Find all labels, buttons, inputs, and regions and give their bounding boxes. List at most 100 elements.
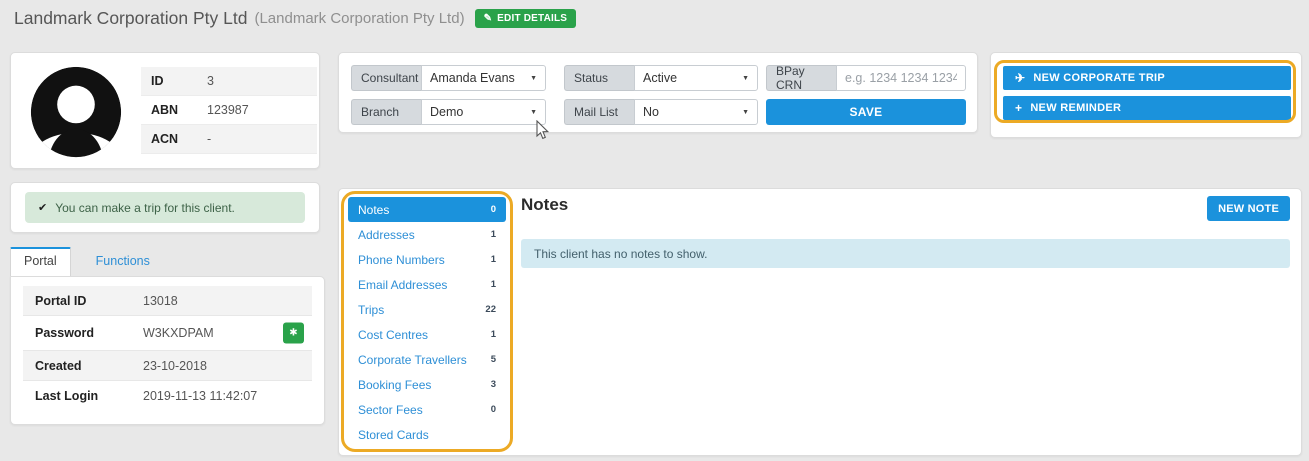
abn-label: ABN (151, 103, 179, 117)
new-note-button[interactable]: NEW NOTE (1207, 196, 1290, 221)
table-row: Last Login 2019-11-13 11:42:07 (23, 381, 312, 411)
sidebar-item-corporate-travellers[interactable]: Corporate Travellers 5 (348, 347, 506, 372)
new-corporate-trip-label: NEW CORPORATE TRIP (1033, 72, 1166, 84)
table-row: ID 3 (141, 67, 317, 96)
consultant-group: Consultant Amanda Evans ▼ (351, 65, 546, 91)
tab-portal[interactable]: Portal (10, 247, 71, 276)
nav-label: Phone Numbers (358, 252, 445, 267)
chevron-down-icon: ▼ (742, 108, 749, 116)
sidebar-item-sector-fees[interactable]: Sector Fees 0 (348, 397, 506, 422)
regenerate-password-button[interactable]: ✱ (283, 322, 304, 344)
table-row: Password W3KXDPAM ✱ (23, 316, 312, 351)
portal-id-label: Portal ID (35, 293, 87, 308)
check-icon: ✔ (38, 202, 48, 214)
acn-value: - (207, 132, 212, 146)
sidebar-item-trips[interactable]: Trips 22 (348, 297, 506, 322)
created-label: Created (35, 358, 82, 373)
avatar (29, 65, 123, 159)
mail-list-group: Mail List No ▼ (564, 99, 758, 125)
count-badge: 0 (490, 204, 496, 215)
bpay-crn-input[interactable] (845, 71, 957, 85)
count-badge: 1 (490, 279, 496, 290)
sidebar-item-cost-centres[interactable]: Cost Centres 1 (348, 322, 506, 347)
new-corporate-trip-button[interactable]: ✈ NEW CORPORATE TRIP (1003, 66, 1291, 90)
table-row: Created 23-10-2018 (23, 351, 312, 381)
nav-label: Notes (358, 202, 390, 217)
acn-label: ACN (151, 132, 179, 146)
password-value: W3KXDPAM (143, 326, 214, 340)
count-badge: 5 (490, 354, 496, 365)
mail-list-label: Mail List (564, 99, 634, 125)
branch-value: Demo (430, 105, 464, 119)
nav-label: Addresses (358, 227, 415, 242)
table-row: ACN - (141, 125, 317, 154)
mail-list-select[interactable]: No ▼ (634, 99, 758, 125)
sidebar-item-booking-fees[interactable]: Booking Fees 3 (348, 372, 506, 397)
status-value: Active (643, 71, 678, 85)
status-select[interactable]: Active ▼ (634, 65, 758, 91)
id-value: 3 (207, 74, 214, 88)
section-nav: Notes 0 Addresses 1 Phone Numbers 1 Emai… (348, 197, 506, 447)
count-badge: 0 (490, 404, 496, 415)
branch-select[interactable]: Demo ▼ (421, 99, 546, 125)
table-row: ABN 123987 (141, 96, 317, 125)
nav-label: Trips (358, 302, 385, 317)
client-profile-card: ID 3 ABN 123987 ACN - (10, 52, 320, 169)
sidebar-item-addresses[interactable]: Addresses 1 (348, 222, 506, 247)
nav-label: Email Addresses (358, 277, 448, 292)
edit-details-button[interactable]: ✎ EDIT DETAILS (474, 8, 577, 28)
consultant-select[interactable]: Amanda Evans ▼ (421, 65, 546, 91)
nav-label: Cost Centres (358, 327, 429, 342)
bpay-crn-label: BPay CRN (766, 64, 836, 92)
client-detail-card: Notes 0 Addresses 1 Phone Numbers 1 Emai… (338, 188, 1302, 456)
created-value: 23-10-2018 (143, 358, 207, 373)
plus-icon: + (1015, 101, 1023, 115)
trip-allowed-alert: ✔ You can make a trip for this client. (25, 192, 305, 223)
branch-label: Branch (351, 99, 421, 125)
mail-list-value: No (643, 105, 659, 119)
portal-details-card: Portal ID 13018 Password W3KXDPAM ✱ Crea… (10, 276, 325, 425)
portal-tabs: Portal Functions (10, 247, 163, 276)
nav-label: Sector Fees (358, 402, 423, 417)
last-login-value: 2019-11-13 11:42:07 (143, 389, 258, 403)
abn-value: 123987 (207, 103, 249, 117)
trip-allowed-message: You can make a trip for this client. (55, 200, 235, 215)
new-reminder-label: NEW REMINDER (1030, 102, 1122, 114)
tab-functions[interactable]: Functions (95, 254, 150, 268)
chevron-down-icon: ▼ (530, 74, 537, 82)
bpay-crn-field-wrap (836, 65, 966, 91)
client-settings-card: Consultant Amanda Evans ▼ Status Active … (338, 52, 978, 133)
status-group: Status Active ▼ (564, 65, 758, 91)
bpay-crn-group: BPay CRN (766, 64, 966, 92)
page-title: Landmark Corporation Pty Ltd (14, 7, 248, 28)
sidebar-item-notes[interactable]: Notes 0 (348, 197, 506, 222)
consultant-value: Amanda Evans (430, 71, 515, 85)
sidebar-item-phone-numbers[interactable]: Phone Numbers 1 (348, 247, 506, 272)
plane-icon: ✈ (1015, 71, 1026, 85)
trip-status-card: ✔ You can make a trip for this client. (10, 182, 320, 233)
sidebar-item-email-addresses[interactable]: Email Addresses 1 (348, 272, 506, 297)
table-row: Portal ID 13018 (23, 286, 312, 316)
quick-actions-card: ✈ NEW CORPORATE TRIP + NEW REMINDER (990, 52, 1302, 138)
edit-icon: ✎ (483, 12, 493, 24)
sidebar-item-stored-cards[interactable]: Stored Cards (348, 422, 506, 447)
no-notes-alert: This client has no notes to show. (521, 239, 1290, 268)
count-badge: 1 (490, 254, 496, 265)
client-info-table: ID 3 ABN 123987 ACN - (141, 67, 317, 154)
id-label: ID (151, 74, 164, 88)
chevron-down-icon: ▼ (530, 108, 537, 116)
nav-label: Stored Cards (358, 427, 429, 442)
count-badge: 22 (485, 304, 496, 315)
edit-details-label: EDIT DETAILS (497, 12, 568, 24)
nav-label: Booking Fees (358, 377, 432, 392)
section-heading: Notes (521, 195, 569, 214)
page-header: Landmark Corporation Pty Ltd (Landmark C… (14, 5, 577, 31)
save-button[interactable]: SAVE (766, 99, 966, 125)
password-label: Password (35, 326, 95, 340)
status-label: Status (564, 65, 634, 91)
new-reminder-button[interactable]: + NEW REMINDER (1003, 96, 1291, 120)
branch-group: Branch Demo ▼ (351, 99, 546, 125)
consultant-label: Consultant (351, 65, 421, 91)
last-login-label: Last Login (35, 389, 99, 403)
nav-label: Corporate Travellers (358, 352, 467, 367)
